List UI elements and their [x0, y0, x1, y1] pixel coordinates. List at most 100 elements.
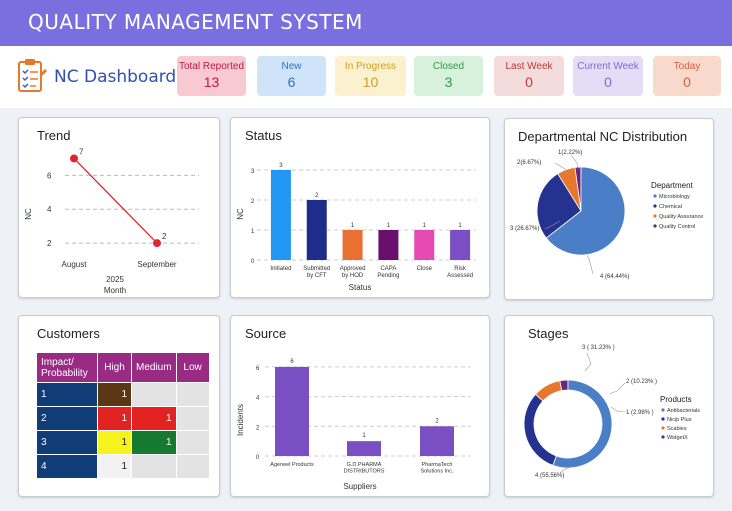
- leader-line: [608, 382, 626, 395]
- legend-label: Quality Assurance: [659, 214, 703, 220]
- risk-cell: 1: [131, 406, 177, 431]
- y-tick-label: 2: [256, 425, 260, 431]
- customers-title: Customers: [37, 326, 100, 341]
- x-tick-label: Assessed: [447, 273, 473, 279]
- slice-label: 1 (2.98% ): [626, 410, 654, 416]
- bar-value-label: 1: [387, 223, 391, 229]
- source-bar: [347, 441, 381, 456]
- customers-card: Customers Impact/Probability High Medium…: [18, 315, 220, 497]
- slice-label: 1(2.22%): [558, 150, 582, 156]
- source-bar: [420, 426, 454, 456]
- data-point: [153, 239, 161, 248]
- stat-card-current-week[interactable]: Current Week 0: [573, 56, 643, 96]
- stat-value: 6: [287, 74, 296, 90]
- y-tick-label: 0: [251, 259, 255, 265]
- legend-marker: [661, 417, 665, 421]
- x-tick-label: by HOD: [342, 273, 364, 279]
- y-tick-label: 2: [47, 239, 52, 248]
- legend-title: Products: [660, 395, 692, 404]
- risk-row-label: 4: [36, 454, 98, 479]
- legend-title: Department: [651, 181, 694, 190]
- leader-line: [544, 220, 561, 230]
- departmental-card: Departmental NC Distribution 4 (64.44%) 3…: [504, 118, 714, 300]
- source-bar: [275, 366, 309, 456]
- status-title: Status: [245, 128, 282, 143]
- stat-card-closed[interactable]: Closed 3: [414, 56, 483, 96]
- stat-value: 0: [683, 74, 691, 90]
- legend-marker: [653, 194, 657, 198]
- risk-header-low: Low: [175, 352, 210, 383]
- bar-value-label: 3: [279, 163, 283, 169]
- legend-marker: [653, 204, 657, 208]
- legend-label: Chemical: [659, 204, 682, 210]
- risk-cell: [175, 454, 210, 479]
- stages-card: Stages 4 (55.56%) 3 ( 31.23% ) 2 (10.23% )…: [504, 315, 714, 497]
- slice-label: 4 (55.56%): [535, 473, 564, 479]
- legend-label: Microbiology: [659, 194, 690, 200]
- bar-value-label: 1: [423, 223, 427, 229]
- bar-value-label: 2: [435, 418, 439, 424]
- legend-marker: [653, 214, 657, 218]
- trend-title: Trend: [37, 128, 71, 143]
- y-tick-label: 6: [256, 366, 260, 372]
- trend-line: [73, 158, 158, 244]
- leader-line: [554, 162, 568, 175]
- stat-card-total-reported[interactable]: Total Reported 13: [177, 56, 246, 96]
- status-bar: [378, 230, 399, 260]
- x-axis-label: Suppliers: [343, 482, 376, 491]
- pie-slice: [545, 166, 626, 256]
- stages-title: Stages: [528, 326, 569, 341]
- x-tick-label: August: [62, 260, 88, 269]
- leader-line: [586, 254, 594, 275]
- risk-row-label: 2: [36, 406, 98, 431]
- x-tick-label: Pending: [377, 273, 399, 279]
- y-tick-label: 2: [251, 199, 255, 205]
- donut-slice: [552, 379, 613, 469]
- legend-marker: [661, 426, 665, 430]
- x-axis-label: Month: [104, 286, 126, 295]
- y-tick-label: 6: [47, 171, 52, 180]
- legend-label: Scabies: [667, 426, 687, 432]
- legend-marker: [653, 224, 657, 228]
- risk-cell: [175, 382, 210, 407]
- x-tick-label: PharmaTech: [422, 462, 453, 468]
- x-tick-label: Submitted: [303, 266, 330, 272]
- stat-card-today[interactable]: Today 0: [653, 56, 721, 96]
- stat-value: 0: [525, 74, 533, 90]
- legend-marker: [661, 435, 665, 439]
- slice-label: 3 (26.67%): [510, 226, 539, 232]
- stat-card-last-week[interactable]: Last Week 0: [494, 56, 564, 96]
- status-bar: [414, 230, 435, 260]
- y-tick-label: 1: [251, 229, 255, 235]
- risk-header-medium: Medium: [131, 352, 177, 383]
- stat-value: 3: [444, 74, 453, 90]
- y-tick-label: 4: [256, 396, 260, 402]
- x-tick-label: Approved: [340, 266, 366, 272]
- leader-line: [559, 465, 574, 474]
- status-bar: [306, 200, 327, 260]
- risk-cell: [175, 406, 210, 431]
- slice-label: 2 (10.23% ): [626, 379, 657, 385]
- stat-card-new[interactable]: New 6: [257, 56, 326, 96]
- slice-label: 2(6.67%): [517, 160, 541, 166]
- x-tick-label: G.D.PHARMA: [347, 462, 382, 468]
- stat-label: Closed: [432, 61, 465, 72]
- risk-cell: [131, 454, 177, 479]
- bar-value-label: 1: [351, 223, 355, 229]
- status-bar: [270, 170, 291, 260]
- x-tick-label: Solutions Inc.: [420, 469, 453, 475]
- stat-card-in-progress[interactable]: In Progress 10: [335, 56, 406, 96]
- y-axis-label: NC: [236, 208, 245, 220]
- stat-label: In Progress: [344, 61, 397, 72]
- legend-label: Quality Control: [659, 224, 695, 230]
- y-axis-label: Incidents: [236, 404, 245, 436]
- stat-label: Today: [673, 61, 701, 72]
- x-tick-label: by CFT: [307, 273, 327, 279]
- leader-line: [610, 406, 626, 413]
- source-card: Source 0 2 4 6 Incidents 6 Ageneel Products 1 G.…: [230, 315, 490, 497]
- legend-label: WidgetX: [667, 435, 688, 441]
- x-tick-label: CAPA: [380, 266, 396, 272]
- x-tick-label: Ageneel Products: [270, 462, 314, 468]
